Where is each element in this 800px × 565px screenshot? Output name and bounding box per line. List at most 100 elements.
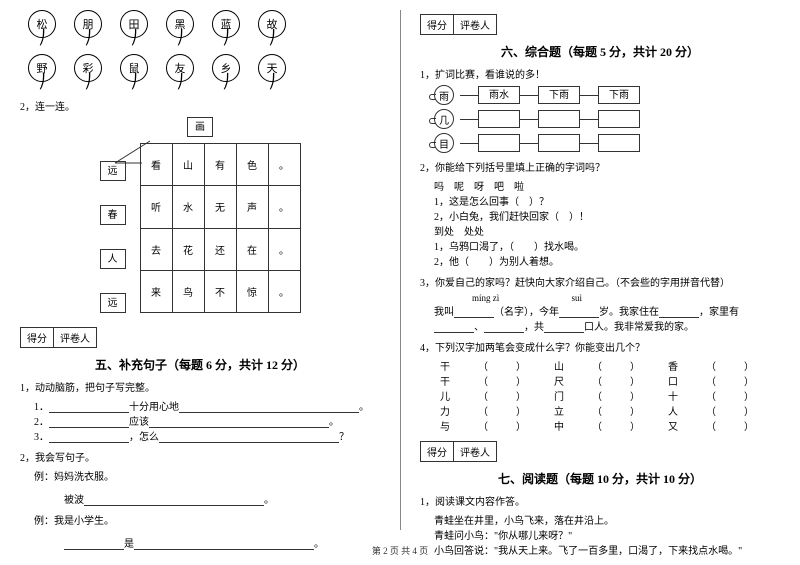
char-row: 儿（）门（）十（） xyxy=(420,388,780,403)
text: （名字），今年 xyxy=(494,307,559,318)
fill-shi: 是。 xyxy=(20,535,380,550)
balloon: 彩⎠ xyxy=(74,54,102,86)
chain-box: 雨水 xyxy=(478,86,520,104)
blank-field[interactable] xyxy=(434,321,474,333)
side-cell: 人 xyxy=(100,249,126,269)
char-row: 力（）立（）人（） xyxy=(420,403,780,418)
column-divider xyxy=(400,10,401,530)
line-text: ，怎么 xyxy=(129,432,159,443)
chain-box[interactable] xyxy=(598,110,640,128)
blank-field[interactable] xyxy=(49,416,129,428)
line-tail: ？ xyxy=(339,432,349,443)
q2-sub2: 2，小白兔，我们赶快回家（ ）！ xyxy=(420,208,780,223)
blank-field[interactable] xyxy=(659,306,699,318)
chain-line-icon xyxy=(460,119,478,120)
question-5-2: 2，我会写句子。 xyxy=(20,449,380,464)
side-cell: 春 xyxy=(100,205,126,225)
chain-row: 目 xyxy=(434,133,780,153)
question-6-2: 2，你能给下列括号里填上正确的字词吗？ xyxy=(420,159,780,174)
chain-box[interactable] xyxy=(478,110,520,128)
balloon-string-icon: ⎠ xyxy=(39,80,46,86)
question-5-1: 1，动动脑筋，把句子写完整。 xyxy=(20,379,380,394)
char-cell: ） xyxy=(744,358,774,373)
blank-field[interactable] xyxy=(544,321,584,333)
char-cell: （ xyxy=(706,403,736,418)
question-6-1: 1，扩词比赛，看谁说的多！ xyxy=(420,66,780,81)
q2-sub1: 1，这是怎么回事（ ）？ xyxy=(420,193,780,208)
section-7-title: 七、阅读题（每题 10 分，共计 10 分） xyxy=(420,470,780,487)
balloon: 黑⎠ xyxy=(166,10,194,42)
q2-sub4: 2，他（ ）为别人着想。 xyxy=(420,253,780,268)
chain-start: 目 xyxy=(434,133,454,153)
blank-field[interactable] xyxy=(149,416,329,428)
grid-cell: 鸟 xyxy=(172,270,204,312)
char-cell: ） xyxy=(744,403,774,418)
grid-cell: 看 xyxy=(140,144,172,186)
blank-field[interactable] xyxy=(159,431,339,443)
chain-row: 几 xyxy=(434,109,780,129)
chain-line-icon xyxy=(460,95,478,96)
question-2-label: 2，连一连。 xyxy=(20,98,380,113)
poem-grid: 看山有色。 听水无声。 去花还在。 来鸟不惊。 xyxy=(140,143,301,313)
blank-field[interactable] xyxy=(49,401,129,413)
blank-field[interactable] xyxy=(49,431,129,443)
line-prefix: 2． xyxy=(34,417,49,428)
balloon: 朋⎠ xyxy=(74,10,102,42)
balloon: 野⎠ xyxy=(28,54,56,86)
char-row: 干（）尺（）口（） xyxy=(420,373,780,388)
blank-field[interactable] xyxy=(179,401,359,413)
balloon-string-icon: ⎠ xyxy=(131,80,138,86)
example-1: 例：妈妈洗衣服。 xyxy=(20,468,380,483)
char-cell: （ xyxy=(706,418,736,433)
score-label: 得分 xyxy=(421,15,454,34)
char-cell: ） xyxy=(630,418,660,433)
blank-field[interactable] xyxy=(64,538,124,550)
chain-box: 下雨 xyxy=(538,86,580,104)
chain-box: 下雨 xyxy=(598,86,640,104)
passage-line: 青蛙坐在井里，小鸟飞来，落在井沿上。 xyxy=(420,512,780,527)
char-cell: 中 xyxy=(554,418,584,433)
text: 我叫 xyxy=(434,307,454,318)
blank-field[interactable] xyxy=(84,494,264,506)
left-column: 松⎠ 朋⎠ 田⎠ 黑⎠ 蓝⎠ 故⎠ 野⎠ 彩⎠ 鼠⎠ 友⎠ 乡⎠ 天⎠ 2，连一… xyxy=(0,0,400,540)
char-cell: ） xyxy=(516,373,546,388)
blank-field[interactable] xyxy=(484,321,524,333)
grid-cell: 有 xyxy=(204,144,236,186)
char-cell: ） xyxy=(516,358,546,373)
blank-field[interactable] xyxy=(454,306,494,318)
is-char: 是 xyxy=(124,539,134,550)
grader-label: 评卷人 xyxy=(54,328,96,347)
balloon-string-icon: ⎠ xyxy=(39,36,46,42)
char-cell: 力 xyxy=(440,403,470,418)
chain-box[interactable] xyxy=(478,134,520,152)
char-cell: ） xyxy=(630,388,660,403)
q2-options2: 到处 处处 xyxy=(420,223,780,238)
chain-start: 几 xyxy=(434,109,454,129)
pinyin-2: suì xyxy=(572,293,583,303)
chain-line-icon xyxy=(580,119,598,120)
blank-field[interactable] xyxy=(134,538,314,550)
chain-box[interactable] xyxy=(538,134,580,152)
question-6-4: 4，下列汉字加两笔会变成什么字？你能变出几个？ xyxy=(420,339,780,354)
char-cell: （ xyxy=(592,403,622,418)
grader-label: 评卷人 xyxy=(454,15,496,34)
char-cell: （ xyxy=(478,418,508,433)
grid-cell: 。 xyxy=(268,144,300,186)
chain-box[interactable] xyxy=(538,110,580,128)
blank-field[interactable] xyxy=(559,306,599,318)
balloon: 田⎠ xyxy=(120,10,148,42)
chain-box[interactable] xyxy=(598,134,640,152)
fill-line-1: 1．十分用心地。 xyxy=(20,398,380,413)
balloon-string-icon: ⎠ xyxy=(85,80,92,86)
char-cell: （ xyxy=(478,373,508,388)
char-cell: ） xyxy=(516,388,546,403)
balloons-row-1: 松⎠ 朋⎠ 田⎠ 黑⎠ 蓝⎠ 故⎠ xyxy=(20,10,380,42)
char-cell: 香 xyxy=(668,358,698,373)
grid-cell: 不 xyxy=(204,270,236,312)
grid-cell: 惊 xyxy=(236,270,268,312)
q3-line2: 、，共口人。我非常爱我的家。 xyxy=(420,318,780,333)
char-cell: 山 xyxy=(554,358,584,373)
char-cell: 儿 xyxy=(440,388,470,403)
score-box: 得分 评卷人 xyxy=(420,14,497,35)
balloon-string-icon: ⎠ xyxy=(177,36,184,42)
